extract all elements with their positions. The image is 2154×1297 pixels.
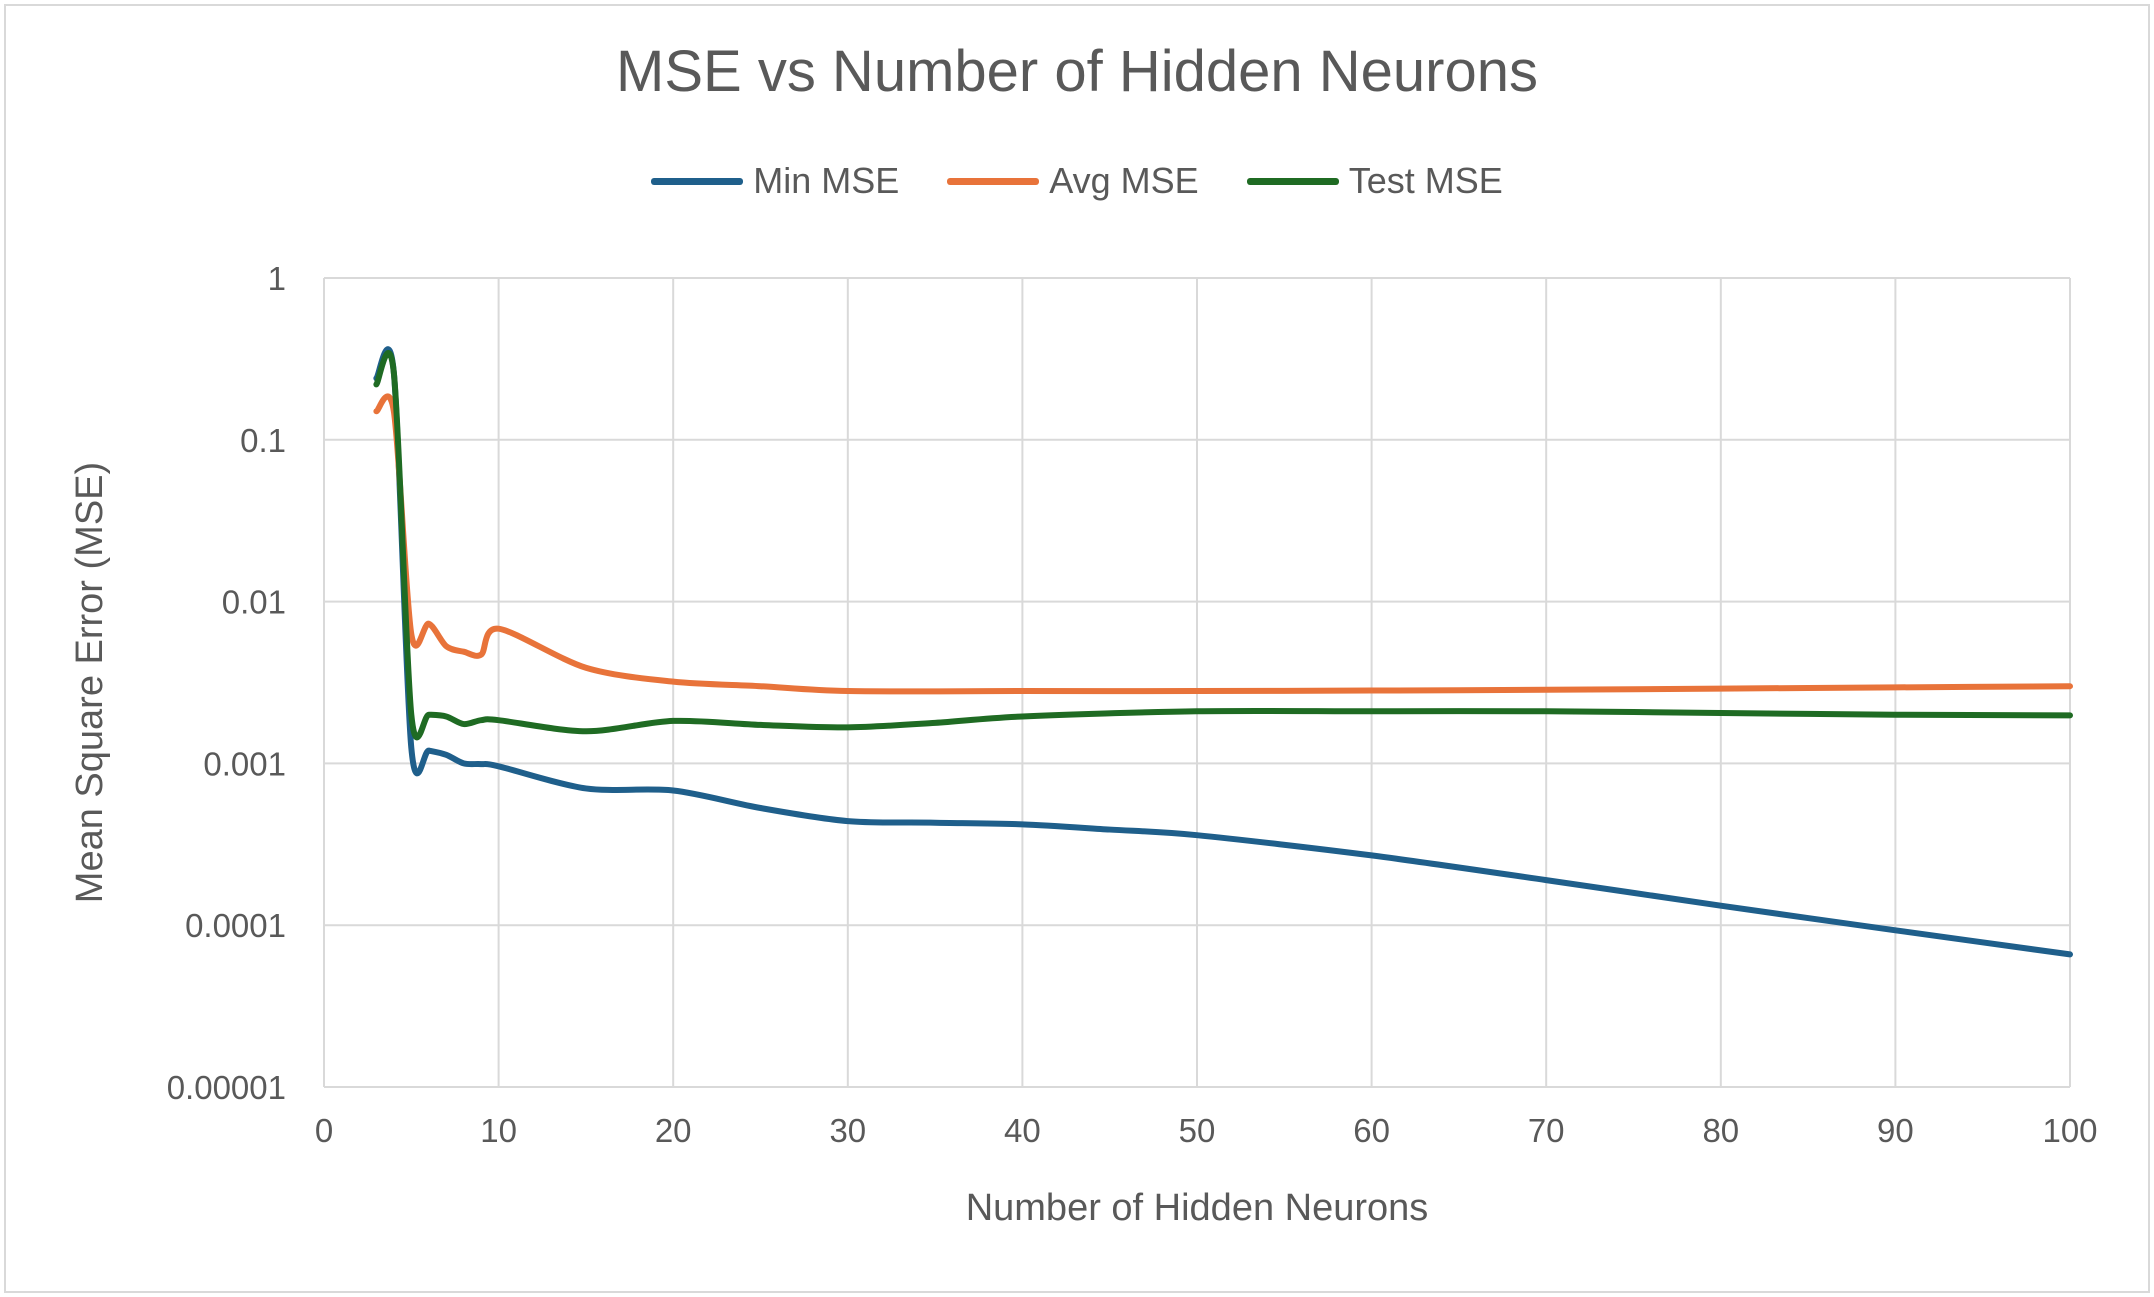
x-tick-labels: 0 10 20 30 40 50 60 70 80 90 100 bbox=[315, 1112, 2098, 1149]
legend-item-min-mse: Min MSE bbox=[651, 160, 899, 202]
y-tick-label: 0.01 bbox=[222, 584, 286, 621]
x-tick-label: 20 bbox=[655, 1112, 692, 1149]
y-tick-labels: 1 0.1 0.01 0.001 0.0001 0.00001 bbox=[167, 260, 286, 1106]
chart-title: MSE vs Number of Hidden Neurons bbox=[616, 39, 1538, 104]
legend-item-avg-mse: Avg MSE bbox=[947, 160, 1199, 202]
y-tick-label: 1 bbox=[268, 260, 286, 297]
x-tick-label: 0 bbox=[315, 1112, 333, 1149]
x-tick-label: 90 bbox=[1877, 1112, 1914, 1149]
x-tick-label: 80 bbox=[1702, 1112, 1739, 1149]
y-tick-label: 0.001 bbox=[203, 745, 286, 782]
x-axis-title: Number of Hidden Neurons bbox=[966, 1187, 1429, 1229]
series-line-avg-mse bbox=[373, 393, 2073, 695]
legend-label-min-mse: Min MSE bbox=[753, 160, 900, 201]
x-tick-label: 70 bbox=[1528, 1112, 1565, 1149]
gridlines bbox=[323, 277, 2071, 1088]
x-tick-label: 30 bbox=[829, 1112, 866, 1149]
x-tick-label: 10 bbox=[480, 1112, 517, 1149]
legend-item-test-mse: Test MSE bbox=[1246, 160, 1503, 202]
chart-frame bbox=[4, 4, 2150, 1293]
y-tick-label: 0.0001 bbox=[185, 907, 286, 944]
legend-label-test-mse: Test MSE bbox=[1348, 160, 1503, 201]
y-tick-label: 0.00001 bbox=[167, 1069, 286, 1106]
series-line-test-mse bbox=[373, 350, 2073, 741]
legend-swatch-test-mse bbox=[1246, 177, 1339, 185]
y-tick-label: 0.1 bbox=[240, 422, 286, 459]
legend-swatch-min-mse bbox=[651, 177, 744, 185]
legend-swatch-avg-mse bbox=[947, 177, 1040, 185]
x-tick-label: 40 bbox=[1004, 1112, 1041, 1149]
x-tick-label: 60 bbox=[1353, 1112, 1390, 1149]
x-tick-label: 50 bbox=[1179, 1112, 1216, 1149]
legend-label-avg-mse: Avg MSE bbox=[1049, 160, 1199, 201]
legend: Min MSE Avg MSE Test MSE bbox=[0, 160, 2154, 202]
series-line-min-mse bbox=[373, 346, 2073, 958]
x-tick-label: 100 bbox=[2042, 1112, 2097, 1149]
y-axis-title: Mean Square Error (MSE) bbox=[69, 462, 111, 903]
series-lines bbox=[373, 346, 2073, 958]
